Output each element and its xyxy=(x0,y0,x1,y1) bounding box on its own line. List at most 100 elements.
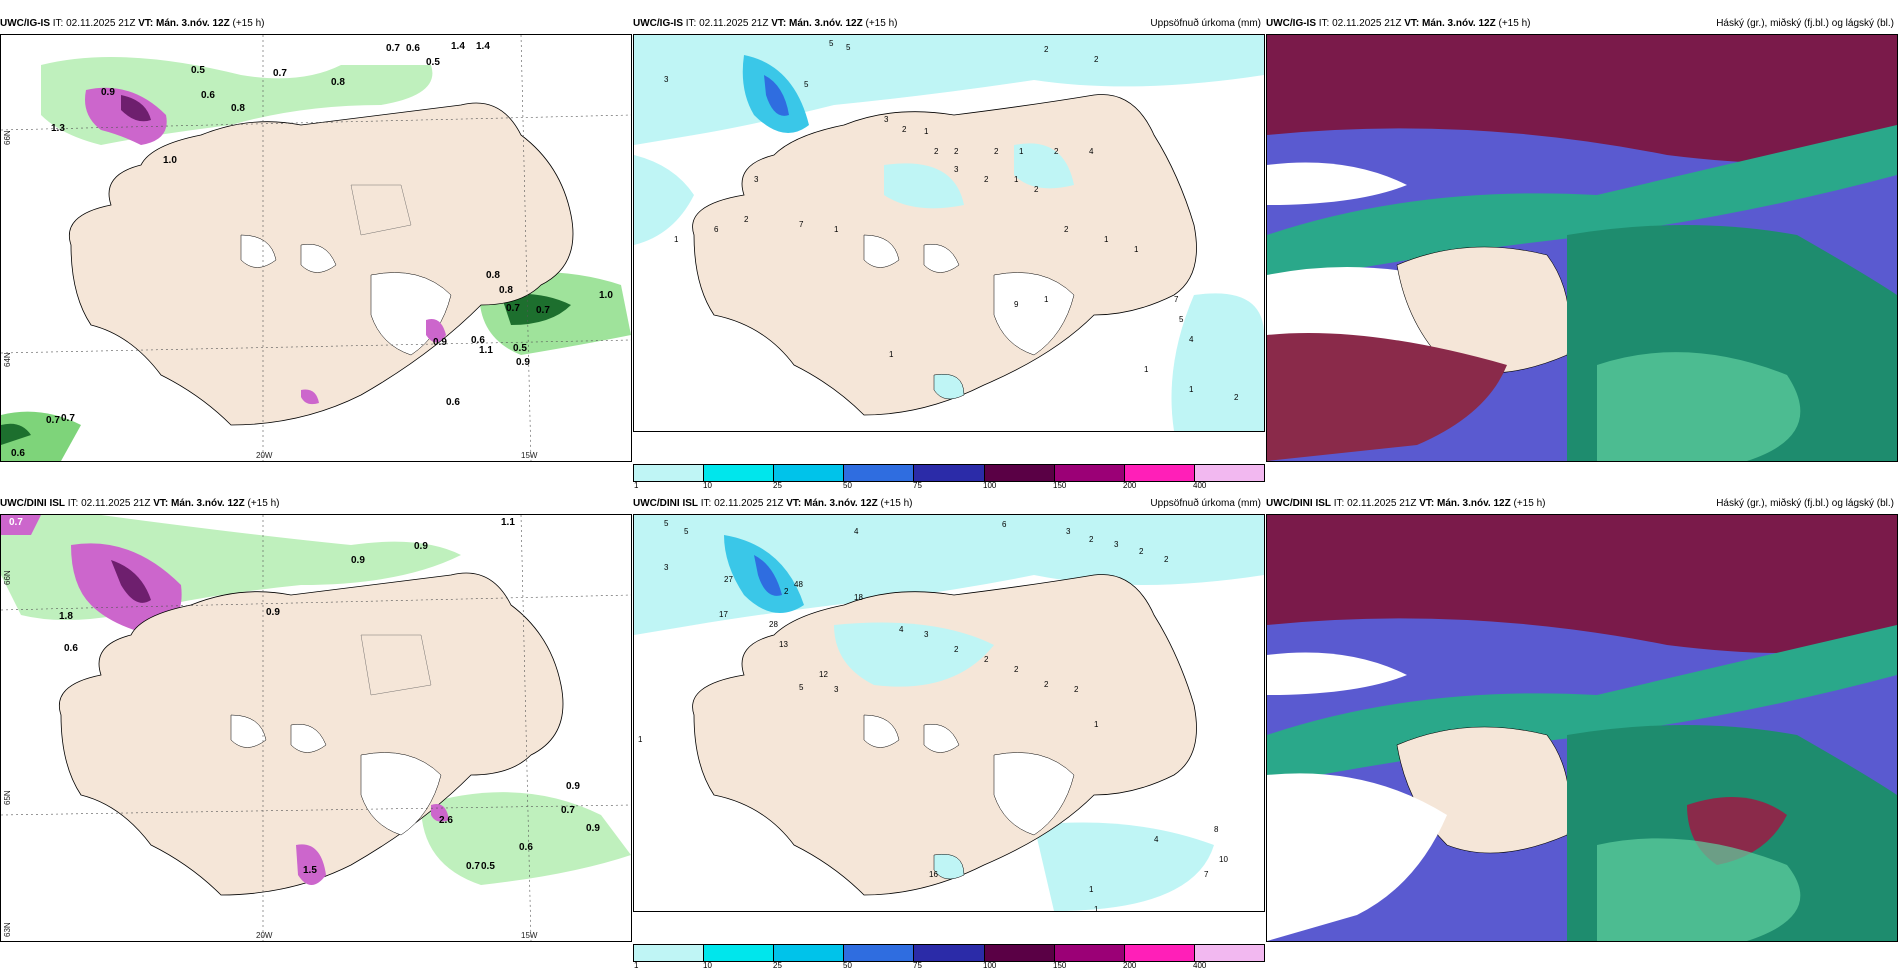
lead-time: (+15 h) xyxy=(1498,18,1531,29)
precip-label: 0.7 xyxy=(506,303,520,314)
lead-time: (+15 h) xyxy=(1513,498,1546,509)
colorbar-segment xyxy=(984,465,1055,481)
accum-precip-label: 7 xyxy=(1204,870,1209,879)
valid-time: VT: Mán. 3.nóv. 12Z xyxy=(138,18,230,29)
lat-tick: 66N xyxy=(3,130,12,145)
lon-tick: 20W xyxy=(256,451,273,460)
precip-label: 1.1 xyxy=(479,345,493,356)
colorbar-label: 400 xyxy=(1193,481,1207,490)
accum-precip-label: 4 xyxy=(1189,335,1194,344)
precip-label: 0.9 xyxy=(586,823,600,834)
colorbar xyxy=(633,464,1265,482)
precip-label: 0.5 xyxy=(191,65,205,76)
accum-precip-label: 6 xyxy=(714,225,719,234)
precip-label: 1.0 xyxy=(599,290,613,301)
precip-label: 0.6 xyxy=(446,397,460,408)
accum-precip-label: 1 xyxy=(1104,235,1109,244)
map-canvas xyxy=(634,35,1264,431)
init-time: IT: 02.11.2025 21Z xyxy=(700,498,784,509)
colorbar xyxy=(633,944,1265,962)
precip-label: 0.5 xyxy=(513,343,527,354)
accum-precip-label: 12 xyxy=(819,670,828,679)
precip-label: 0.7 xyxy=(9,517,23,528)
precip-label: 0.7 xyxy=(466,861,480,872)
map-canvas xyxy=(634,515,1264,911)
accum-precip-label: 2 xyxy=(994,147,999,156)
accum-precip-label: 3 xyxy=(1066,527,1071,536)
accum-precip-label: 2 xyxy=(1044,45,1049,54)
colorbar-label: 200 xyxy=(1123,481,1137,490)
colorbar-label: 1 xyxy=(634,481,639,490)
panel-dini-cloud-cover: UWC/DINI ISL IT: 02.11.2025 21Z VT: Mán.… xyxy=(1266,494,1898,962)
precip-label: 2.6 xyxy=(439,815,453,826)
accum-precip-label: 2 xyxy=(1014,665,1019,674)
colorbar-segment xyxy=(844,465,915,481)
colorbar-segment xyxy=(1194,465,1264,481)
accum-precip-label: 5 xyxy=(829,39,834,48)
accum-precip-label: 3 xyxy=(664,75,669,84)
lead-time: (+15 h) xyxy=(880,498,913,509)
panel-igis-accum-precip: UWC/IG-IS IT: 02.11.2025 21Z VT: Mán. 3.… xyxy=(633,14,1265,490)
accum-precip-label: 2 xyxy=(744,215,749,224)
panel-title: Uppsöfnuð úrkoma (mm) xyxy=(1150,18,1261,29)
precip-label: 1.1 xyxy=(501,517,515,528)
accum-precip-label: 5 xyxy=(1179,315,1184,324)
colorbar-label: 200 xyxy=(1123,961,1137,970)
map-frame xyxy=(1266,514,1898,942)
map-canvas xyxy=(1,35,631,461)
colorbar-label: 150 xyxy=(1053,481,1067,490)
accum-precip-label: 3 xyxy=(664,563,669,572)
accum-precip-label: 18 xyxy=(854,593,863,602)
colorbar-label: 50 xyxy=(843,961,852,970)
accum-precip-label: 1 xyxy=(1144,365,1149,374)
lon-tick: 15W xyxy=(521,451,538,460)
accum-precip-label: 2 xyxy=(954,147,959,156)
precip-label: 0.9 xyxy=(566,781,580,792)
precip-label: 0.5 xyxy=(481,861,495,872)
accum-precip-label: 5 xyxy=(684,527,689,536)
accum-precip-label: 2 xyxy=(1164,555,1169,564)
accum-precip-label: 8 xyxy=(1214,825,1219,834)
accum-precip-label: 5 xyxy=(664,519,669,528)
colorbar-label: 10 xyxy=(703,961,712,970)
precip-label: 0.7 xyxy=(273,68,287,79)
precip-label: 1.3 xyxy=(51,123,65,134)
accum-precip-label: 4 xyxy=(1154,835,1159,844)
accum-precip-label: 1 xyxy=(1094,905,1099,912)
accum-precip-label: 2 xyxy=(902,125,907,134)
map-canvas xyxy=(1,515,631,941)
colorbar-segment xyxy=(1054,945,1125,961)
accum-precip-label: 3 xyxy=(954,165,959,174)
accum-precip-label: 1 xyxy=(1134,245,1139,254)
model-name: UWC/IG-IS xyxy=(633,18,683,29)
colorbar-label: 10 xyxy=(703,481,712,490)
precip-label: 0.9 xyxy=(266,607,280,618)
accum-precip-label: 3 xyxy=(834,685,839,694)
accum-precip-label: 1 xyxy=(924,127,929,136)
accum-precip-label: 16 xyxy=(929,870,938,879)
init-time: IT: 02.11.2025 21Z xyxy=(52,18,136,29)
accum-precip-label: 1 xyxy=(1019,147,1024,156)
init-time: IT: 02.11.2025 21Z xyxy=(1333,498,1417,509)
accum-precip-label: 27 xyxy=(724,575,733,584)
accum-precip-label: 4 xyxy=(854,527,859,536)
precip-label: 0.7 xyxy=(46,415,60,426)
colorbar-label: 100 xyxy=(983,961,997,970)
precip-label: 0.6 xyxy=(64,643,78,654)
panel-header: UWC/IG-IS IT: 02.11.2025 21Z VT: Mán. 3.… xyxy=(1266,14,1898,34)
accum-precip-label: 2 xyxy=(1054,147,1059,156)
colorbar-segment xyxy=(1124,465,1195,481)
accum-precip-label: 1 xyxy=(1189,385,1194,394)
model-name: UWC/DINI ISL xyxy=(633,498,698,509)
panel-title: Uppsöfnuð úrkoma (mm) xyxy=(1150,498,1261,509)
accum-precip-label: 5 xyxy=(846,43,851,52)
colorbar-label: 1 xyxy=(634,961,639,970)
map-frame xyxy=(1266,34,1898,462)
accum-precip-label: 9 xyxy=(1014,300,1019,309)
precip-label: 0.8 xyxy=(486,270,500,281)
accum-precip-label: 2 xyxy=(1094,55,1099,64)
map-frame: 0.7 1.1 0.9 0.9 1.8 0.6 0.9 2.6 0.7 0.9 … xyxy=(0,514,632,942)
accum-precip-label: 3 xyxy=(754,175,759,184)
accum-precip-label: 13 xyxy=(779,640,788,649)
panel-dini-accum-precip: UWC/DINI ISL IT: 02.11.2025 21Z VT: Mán.… xyxy=(633,494,1265,970)
